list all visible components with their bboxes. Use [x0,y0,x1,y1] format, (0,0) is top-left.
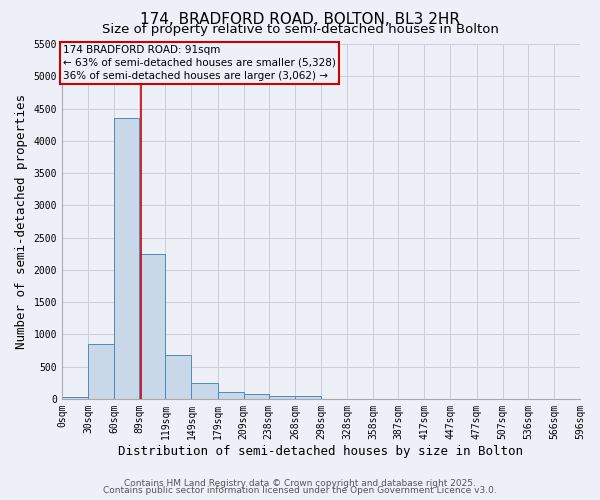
Text: 174 BRADFORD ROAD: 91sqm
← 63% of semi-detached houses are smaller (5,328)
36% o: 174 BRADFORD ROAD: 91sqm ← 63% of semi-d… [63,44,335,81]
Bar [218,392,244,399]
Text: Size of property relative to semi-detached houses in Bolton: Size of property relative to semi-detach… [101,22,499,36]
Text: 174, BRADFORD ROAD, BOLTON, BL3 2HR: 174, BRADFORD ROAD, BOLTON, BL3 2HR [140,12,460,26]
Y-axis label: Number of semi-detached properties: Number of semi-detached properties [15,94,28,349]
Bar [295,396,321,399]
Bar [166,355,191,399]
Bar [139,254,166,399]
Text: Contains HM Land Registry data © Crown copyright and database right 2025.: Contains HM Land Registry data © Crown c… [124,478,476,488]
Text: Contains public sector information licensed under the Open Government Licence v3: Contains public sector information licen… [103,486,497,495]
Bar [114,118,139,399]
Bar [88,344,114,399]
Bar [62,397,88,399]
Bar [244,394,269,399]
Bar [191,382,218,399]
X-axis label: Distribution of semi-detached houses by size in Bolton: Distribution of semi-detached houses by … [118,444,523,458]
Bar [269,396,295,399]
